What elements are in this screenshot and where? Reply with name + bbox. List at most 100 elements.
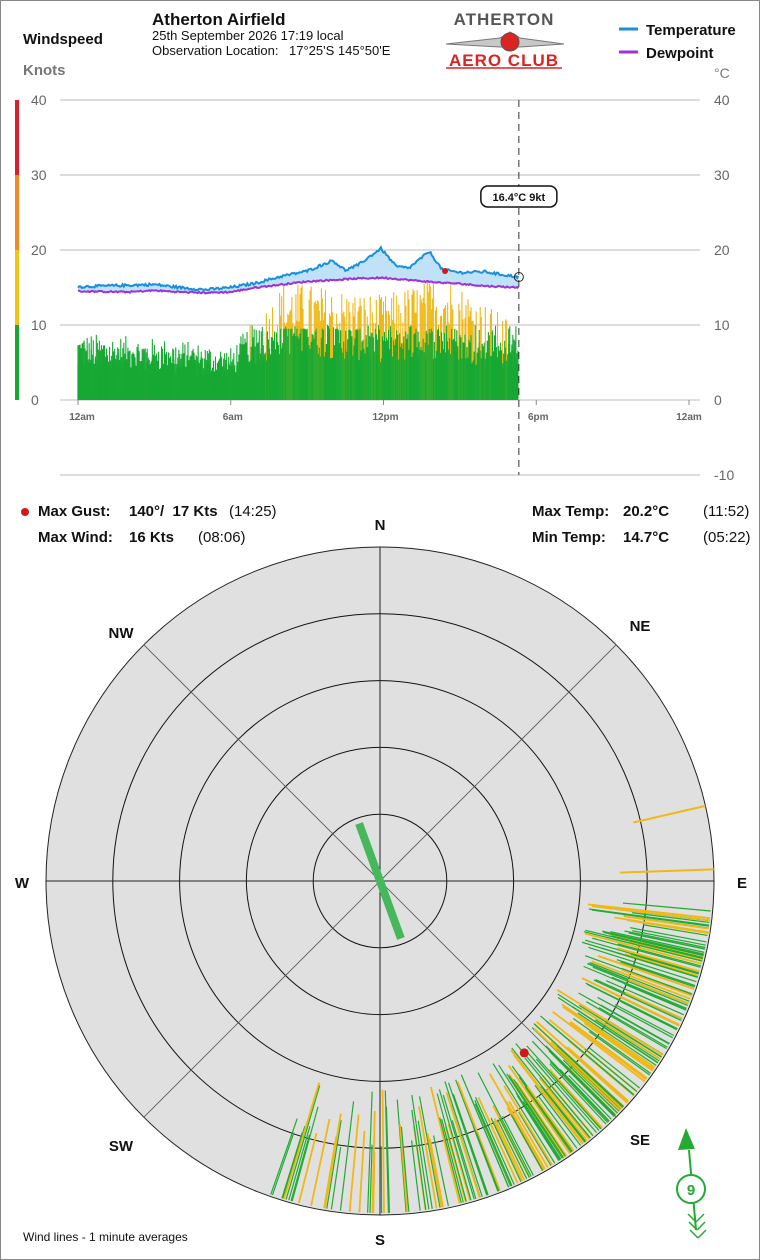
wind-gust-line (508, 1073, 566, 1158)
temp-tick-label: -10 (714, 467, 734, 483)
wind-gust-line (493, 1118, 526, 1181)
wind-avg-line (524, 1057, 591, 1139)
wind-gust-line (581, 1008, 661, 1060)
wind-avg-line (601, 930, 704, 955)
wind-avg-line (291, 1106, 319, 1202)
wind-gust-line (591, 905, 710, 922)
wind-avg-line (548, 1050, 615, 1117)
wind-avg-line (588, 1030, 650, 1076)
wind-avg-line (578, 1004, 662, 1058)
wind-avg-line (285, 1085, 321, 1200)
wind-gust-line (515, 1081, 567, 1157)
wind-avg-line (474, 1100, 513, 1186)
wind-avg-line (410, 1140, 421, 1211)
wind-avg-line (559, 1069, 610, 1122)
compass-e: E (737, 875, 747, 892)
wind-avg-line (330, 1146, 342, 1210)
wind-avg-line (586, 1001, 667, 1050)
wind-gust-line (574, 1014, 655, 1070)
location-label: Observation Location: (152, 43, 278, 58)
wind-avg-line (578, 992, 670, 1045)
windspeed-label: Windspeed (23, 31, 103, 48)
wind-gust-line (587, 903, 711, 919)
wind-avg-line (452, 1093, 489, 1196)
rose-gust-marker (519, 1048, 529, 1058)
wind-avg-line (592, 937, 701, 968)
wind-avg-line (622, 961, 696, 987)
temp-tick-label: 10 (714, 317, 730, 333)
wind-avg-line (572, 1017, 651, 1074)
wind-gust-line (548, 1068, 603, 1129)
logo-bottom-text: AERO CLUB (449, 51, 559, 70)
compass-n: N (375, 517, 386, 534)
wind-avg-line (511, 1047, 587, 1143)
wind-avg-line (472, 1125, 499, 1192)
wind-avg-line (411, 1109, 427, 1210)
wind-avg-line (490, 1117, 522, 1182)
wind-tick-label: 0 (31, 392, 39, 408)
wind-direction-arrow: 9 (676, 1128, 707, 1239)
wind-avg-line (606, 980, 685, 1016)
wind-avg-line (474, 1103, 512, 1187)
wind-gust-line (507, 1064, 571, 1154)
wind-gust-line (583, 1022, 654, 1072)
wind-avg-line (339, 1101, 355, 1211)
wind-avg-line (617, 943, 702, 967)
wind-gust-line (503, 1085, 553, 1166)
wind-gust-line (430, 1086, 461, 1204)
wind-avg-line (526, 1051, 598, 1134)
wind-gust-line (426, 1133, 443, 1208)
wind-avg-line (396, 1099, 407, 1213)
degc-label: °C (714, 65, 730, 81)
wind-avg-line (624, 930, 706, 949)
wind-gust-line (324, 1113, 342, 1209)
wind-avg-line (474, 1097, 515, 1185)
legend: Temperature Dewpoint (619, 22, 736, 62)
min-temp-value: 14.7°C (623, 529, 669, 546)
site-title: Atherton Airfield (152, 10, 285, 29)
wind-gust-line (310, 1118, 331, 1206)
wind-avg-line (385, 1106, 391, 1213)
compass-se: SE (630, 1132, 650, 1149)
wind-avg-line (451, 1120, 477, 1200)
time-series-chart: 40 30 20 10 0 40 30 20 10 0 -10 12am 6am 12pm 6pm 12am 1… (15, 92, 734, 483)
wind-avg-line (508, 1075, 564, 1159)
wind-avg-line (587, 983, 678, 1030)
wind-gust-line (569, 1020, 648, 1080)
compass-w: W (15, 875, 30, 892)
wind-avg-line (518, 1077, 573, 1153)
wind-tick-label: 20 (31, 242, 47, 258)
wind-avg-line (577, 1012, 657, 1066)
wind-gust-line (552, 1011, 646, 1083)
compass-nw: NW (109, 625, 135, 642)
wind-avg-line (326, 1120, 342, 1209)
wind-avg-line (439, 1117, 462, 1204)
wind-avg-line (589, 961, 690, 1002)
wind-gust-line (597, 955, 695, 990)
wind-gust-line (381, 1089, 385, 1213)
wind-tick-label: 30 (31, 167, 47, 183)
wind-avg-line (441, 1119, 464, 1203)
max-temp-time: (11:52) (703, 503, 749, 520)
wind-gust-line (570, 1050, 629, 1103)
aero-club-logo: ATHERTON AERO CLUB (445, 10, 565, 70)
wind-gust-line (283, 1082, 321, 1200)
wind-avg-line (271, 1132, 295, 1196)
wind-avg-line (553, 1054, 616, 1116)
wind-gust-line (619, 868, 714, 874)
wind-avg-line (418, 1096, 441, 1208)
wind-avg-line (436, 1093, 467, 1202)
wind-avg-line (270, 1118, 298, 1195)
wind-avg-line (591, 909, 710, 927)
wind-avg-line (531, 1040, 610, 1123)
temp-tick-label: 0 (714, 392, 722, 408)
wind-gust-line (508, 1101, 549, 1168)
wind-avg-line (624, 983, 687, 1011)
min-temp-label: Min Temp: (532, 529, 606, 546)
wind-gust-line (358, 1130, 366, 1213)
wind-avg-line (281, 1132, 303, 1199)
wind-avg-line (384, 1090, 390, 1213)
wind-gust-line (512, 1054, 584, 1145)
wind-avg-line (588, 1047, 640, 1089)
